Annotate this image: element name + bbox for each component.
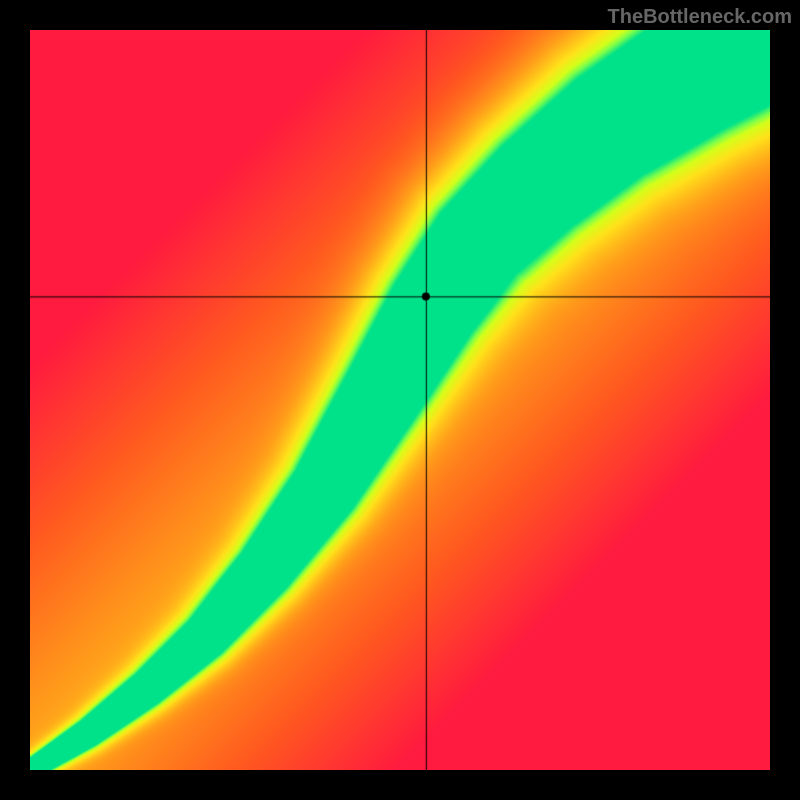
watermark-text: TheBottleneck.com — [608, 6, 792, 29]
bottleneck-heatmap — [30, 30, 770, 770]
